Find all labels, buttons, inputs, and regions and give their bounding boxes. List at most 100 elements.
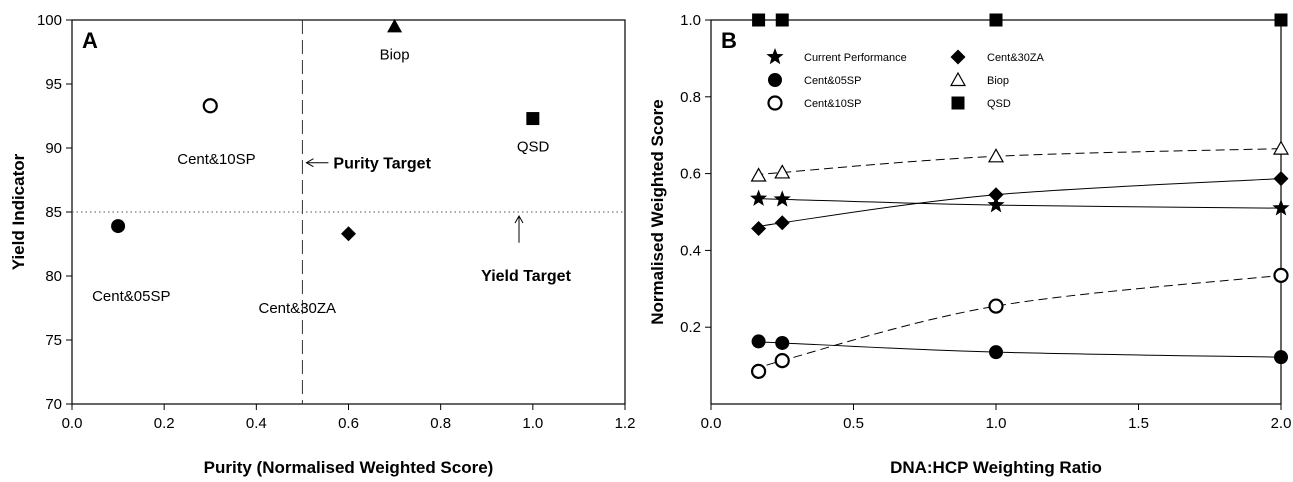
y-tick-label: 75 xyxy=(45,332,62,349)
y-axis-title: Yield Indicator xyxy=(9,153,28,270)
point-cent-30za xyxy=(774,215,790,231)
point-label-cent-10sp: Cent&10SP xyxy=(177,151,255,168)
point-biop-shape xyxy=(387,18,403,33)
point-qsd-shape xyxy=(752,13,766,27)
legend-item-cent-05sp: Cent&05SP xyxy=(768,73,861,87)
y-tick-label: 0.2 xyxy=(680,319,701,336)
point-qsd xyxy=(989,13,1003,27)
legend-label-biop: Biop xyxy=(987,75,1009,87)
x-tick-label: 0.2 xyxy=(154,415,175,432)
legend-marker-current-performance xyxy=(766,48,784,65)
point-cent-10sp xyxy=(988,298,1004,314)
point-cent-05sp-shape xyxy=(751,334,766,349)
y-axis-title: Normalised Weighted Score xyxy=(648,99,667,324)
point-label-cent-05sp: Cent&05SP xyxy=(92,288,170,305)
point-cent-10sp-shape xyxy=(202,98,218,114)
x-axis-title: Purity (Normalised Weighted Score) xyxy=(204,458,494,477)
y-tick-label: 85 xyxy=(45,204,62,221)
point-cent-05sp-shape xyxy=(111,219,126,234)
point-cent-10sp-shape xyxy=(774,353,790,369)
legend-marker-qsd xyxy=(951,96,965,110)
point-biop-shape xyxy=(1272,140,1290,155)
purity-target-label: Purity Target xyxy=(333,156,431,173)
point-cent-30za xyxy=(751,221,767,237)
point-cent-10sp xyxy=(1273,267,1289,283)
y-tick-label: 0.6 xyxy=(680,166,701,183)
point-biop-shape xyxy=(987,148,1005,163)
point-current-performance xyxy=(750,189,768,206)
y-tick-label: 95 xyxy=(45,76,62,93)
point-cent-05sp xyxy=(989,345,1003,360)
legend-marker-cent-05sp-shape xyxy=(768,73,782,87)
point-current-performance-shape xyxy=(1272,199,1290,216)
point-cent-30za xyxy=(1273,171,1289,187)
point-cent-30za-shape xyxy=(341,226,356,242)
point-cent-10sp xyxy=(750,363,767,379)
point-cent-30za-shape xyxy=(988,187,1004,203)
series-line-biop xyxy=(756,148,1282,177)
point-qsd-shape xyxy=(775,13,789,27)
point-cent-30za-shape xyxy=(1273,171,1289,187)
point-qsd xyxy=(526,112,540,126)
point-cent-30za-shape xyxy=(774,215,790,231)
legend-marker-cent-10sp-shape xyxy=(767,95,783,111)
x-tick-label: 0.8 xyxy=(430,415,451,432)
y-tick-label: 0.8 xyxy=(680,89,701,106)
point-cent-05sp xyxy=(1274,350,1288,365)
point-cent-05sp-shape xyxy=(1274,350,1288,365)
legend-item-qsd: QSD xyxy=(951,96,1011,110)
x-tick-label: 0.5 xyxy=(843,415,864,432)
legend-item-current-performance: Current Performance xyxy=(766,48,907,65)
legend-marker-cent-30za xyxy=(950,49,966,65)
point-cent-10sp-shape xyxy=(750,363,767,379)
series-line-cent-10sp xyxy=(756,274,1282,372)
point-cent-10sp xyxy=(774,353,790,369)
point-biop xyxy=(987,148,1005,163)
y-tick-label: 80 xyxy=(45,268,62,285)
y-tick-label: 70 xyxy=(45,396,62,413)
point-qsd xyxy=(1274,13,1288,27)
point-cent-30za-shape xyxy=(751,221,767,237)
point-biop-shape xyxy=(774,164,791,179)
purity-target-arrowhead xyxy=(305,158,314,168)
point-qsd xyxy=(775,13,789,27)
point-current-performance-shape xyxy=(773,190,791,207)
point-label-cent-30za: Cent&30ZA xyxy=(259,300,337,317)
point-cent-10sp-shape xyxy=(988,298,1004,314)
point-cent-05sp xyxy=(775,335,790,350)
legend-item-biop: Biop xyxy=(949,71,1009,87)
legend-item-cent-10sp: Cent&10SP xyxy=(767,95,861,111)
point-current-performance xyxy=(987,196,1005,213)
x-tick-label: 1.0 xyxy=(522,415,543,432)
point-current-performance-shape xyxy=(750,189,768,206)
point-cent-05sp xyxy=(111,219,126,234)
point-cent-05sp xyxy=(751,334,766,349)
y-tick-label: 0.4 xyxy=(680,242,701,259)
series-line-cent-05sp xyxy=(756,340,1282,358)
point-label-biop: Biop xyxy=(380,46,410,63)
y-tick-label: 100 xyxy=(37,12,62,29)
yield-target-arrowhead xyxy=(514,214,524,224)
point-qsd-shape xyxy=(1274,13,1288,27)
point-biop xyxy=(750,167,767,182)
legend-marker-current-performance-shape xyxy=(766,48,784,65)
legend-marker-cent-05sp xyxy=(768,73,782,87)
point-cent-05sp-shape xyxy=(989,345,1003,360)
x-tick-label: 1.2 xyxy=(615,415,636,432)
legend-marker-cent-30za-shape xyxy=(950,49,966,65)
x-tick-label: 0.6 xyxy=(338,415,359,432)
point-cent-10sp xyxy=(202,98,218,114)
point-qsd-shape xyxy=(989,13,1003,27)
point-biop-shape xyxy=(750,167,767,182)
y-tick-label: 1.0 xyxy=(680,12,701,29)
point-label-qsd: QSD xyxy=(517,139,550,156)
point-biop xyxy=(387,18,403,33)
series-line-cent-30za xyxy=(756,178,1282,229)
legend-label-cent-10sp: Cent&10SP xyxy=(804,98,861,110)
panel-a: 0.0 0.2 0.4 0.6 0.8 1.0 1.2 70 75 80 85 90 95 100 Puri… xyxy=(9,12,635,477)
legend-marker-biop-shape xyxy=(949,71,967,87)
plot-frame xyxy=(71,19,626,405)
panel-letter: A xyxy=(82,28,98,53)
legend-label-cent-30za: Cent&30ZA xyxy=(987,52,1045,64)
